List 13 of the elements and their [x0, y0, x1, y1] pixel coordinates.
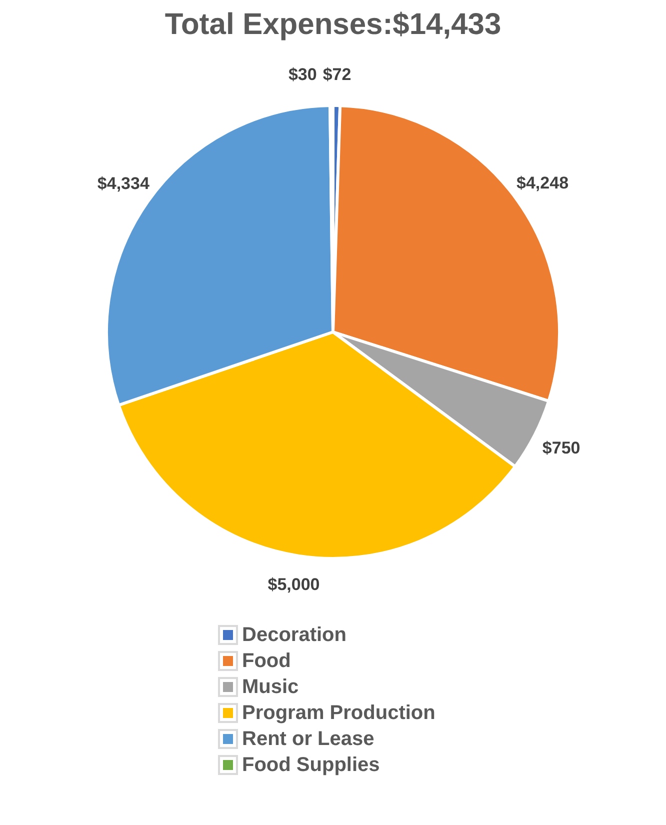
- chart-title: Total Expenses:$14,433: [164, 8, 502, 42]
- legend-label: Food Supplies: [242, 754, 380, 776]
- data-label: $750: [542, 438, 580, 458]
- data-label: $4,334: [97, 174, 150, 193]
- legend-label: Food: [242, 650, 291, 672]
- data-label: $5,000: [268, 575, 320, 594]
- legend-label: Decoration: [242, 624, 346, 646]
- data-label: $4,248: [516, 174, 569, 193]
- legend-label: Rent or Lease: [242, 728, 374, 750]
- data-label: $30: [288, 65, 317, 84]
- legend-label: Program Production: [242, 702, 436, 724]
- legend-label: Music: [242, 676, 299, 698]
- data-label: $72: [322, 65, 352, 84]
